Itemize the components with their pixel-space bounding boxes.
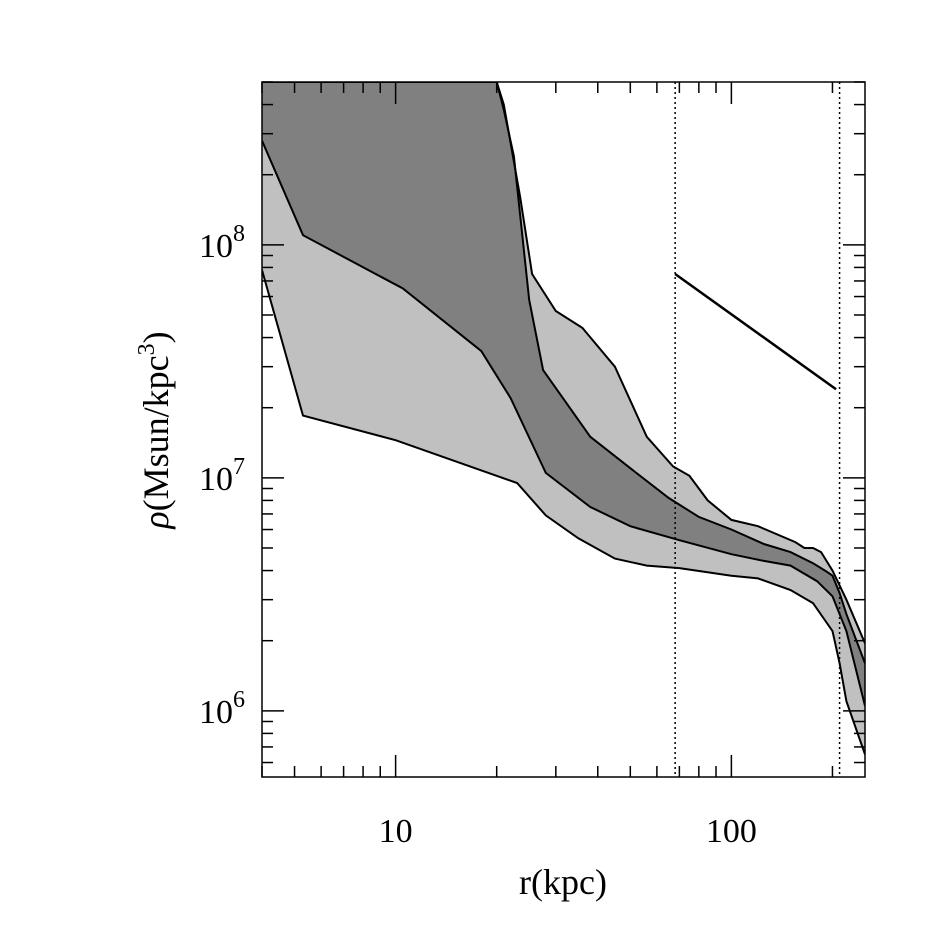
x-tick-label-10: 10: [379, 813, 413, 850]
outer-band-upper-edge: [262, 82, 865, 644]
y-tick-label-10-7: 107: [199, 454, 245, 498]
y-axis-label-symbol: ρ: [136, 511, 176, 529]
ticks-layer: [261, 81, 865, 777]
inner-band-lower-edge: [262, 140, 865, 707]
tick-labels-layer: 10 100 106 107 108: [199, 221, 757, 850]
y-tick-label-10-6: 106: [199, 687, 245, 731]
x-axis-label: r(kpc): [519, 862, 607, 902]
reference-slope-line: [674, 272, 837, 391]
y-tick-label-10-8: 108: [199, 221, 245, 265]
inner-band: [262, 82, 865, 706]
plot-frame: [261, 81, 866, 778]
y-axis-label: ρ(Msun/kpc3): [134, 331, 176, 529]
outer-band-lower-edge: [262, 269, 865, 755]
bands-layer: [262, 82, 865, 755]
bands-clip-group: [262, 82, 865, 755]
lines-layer: [674, 82, 841, 777]
x-tick-label-100: 100: [706, 813, 757, 850]
inner-band-upper-edge: [262, 82, 865, 664]
y-axis-label-exponent: 3: [134, 343, 160, 355]
y-axis-label-close: ): [136, 331, 176, 343]
y-axis-label-text: (Msun/kpc: [136, 355, 176, 511]
